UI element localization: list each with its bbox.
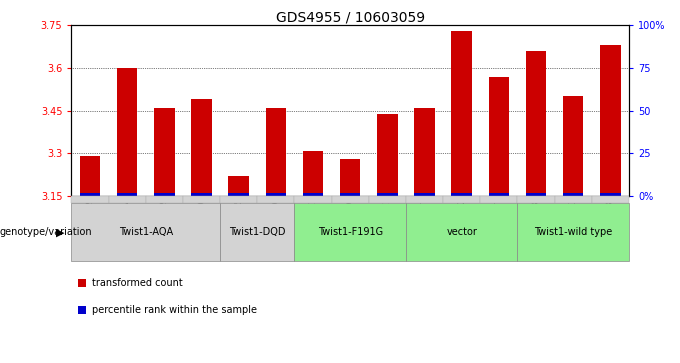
Text: ▶: ▶	[56, 227, 65, 237]
Bar	[191, 193, 211, 196]
Bar	[377, 193, 398, 196]
Text: Twist1-DQD: Twist1-DQD	[229, 227, 286, 237]
Bar	[80, 193, 100, 196]
Bar	[600, 193, 621, 196]
Bar	[489, 193, 509, 196]
Bar	[117, 193, 137, 196]
Bar	[228, 193, 249, 196]
Bar	[154, 193, 175, 196]
Text: Twist1-wild type: Twist1-wild type	[534, 227, 613, 237]
Bar	[80, 156, 100, 196]
Text: transformed count: transformed count	[92, 278, 182, 288]
Text: percentile rank within the sample: percentile rank within the sample	[92, 305, 257, 315]
Bar	[117, 68, 137, 196]
Bar	[191, 99, 211, 196]
Text: Twist1-F191G: Twist1-F191G	[318, 227, 383, 237]
Bar	[303, 151, 323, 196]
Text: Twist1-AQA: Twist1-AQA	[119, 227, 173, 237]
Text: genotype/variation: genotype/variation	[0, 227, 92, 237]
Bar	[154, 108, 175, 196]
Text: GDS4955 / 10603059: GDS4955 / 10603059	[275, 11, 425, 25]
Bar	[526, 193, 546, 196]
Bar	[563, 193, 583, 196]
Bar	[266, 193, 286, 196]
Bar	[452, 31, 472, 196]
Bar	[340, 159, 360, 196]
Bar	[414, 108, 435, 196]
Bar	[377, 114, 398, 196]
Bar	[303, 193, 323, 196]
Bar	[340, 193, 360, 196]
Bar	[526, 51, 546, 196]
Text: vector: vector	[446, 227, 477, 237]
Bar	[600, 45, 621, 196]
Bar	[414, 193, 435, 196]
Bar	[228, 176, 249, 196]
Bar	[452, 193, 472, 196]
Bar	[489, 77, 509, 196]
Bar	[266, 108, 286, 196]
Bar	[563, 97, 583, 196]
